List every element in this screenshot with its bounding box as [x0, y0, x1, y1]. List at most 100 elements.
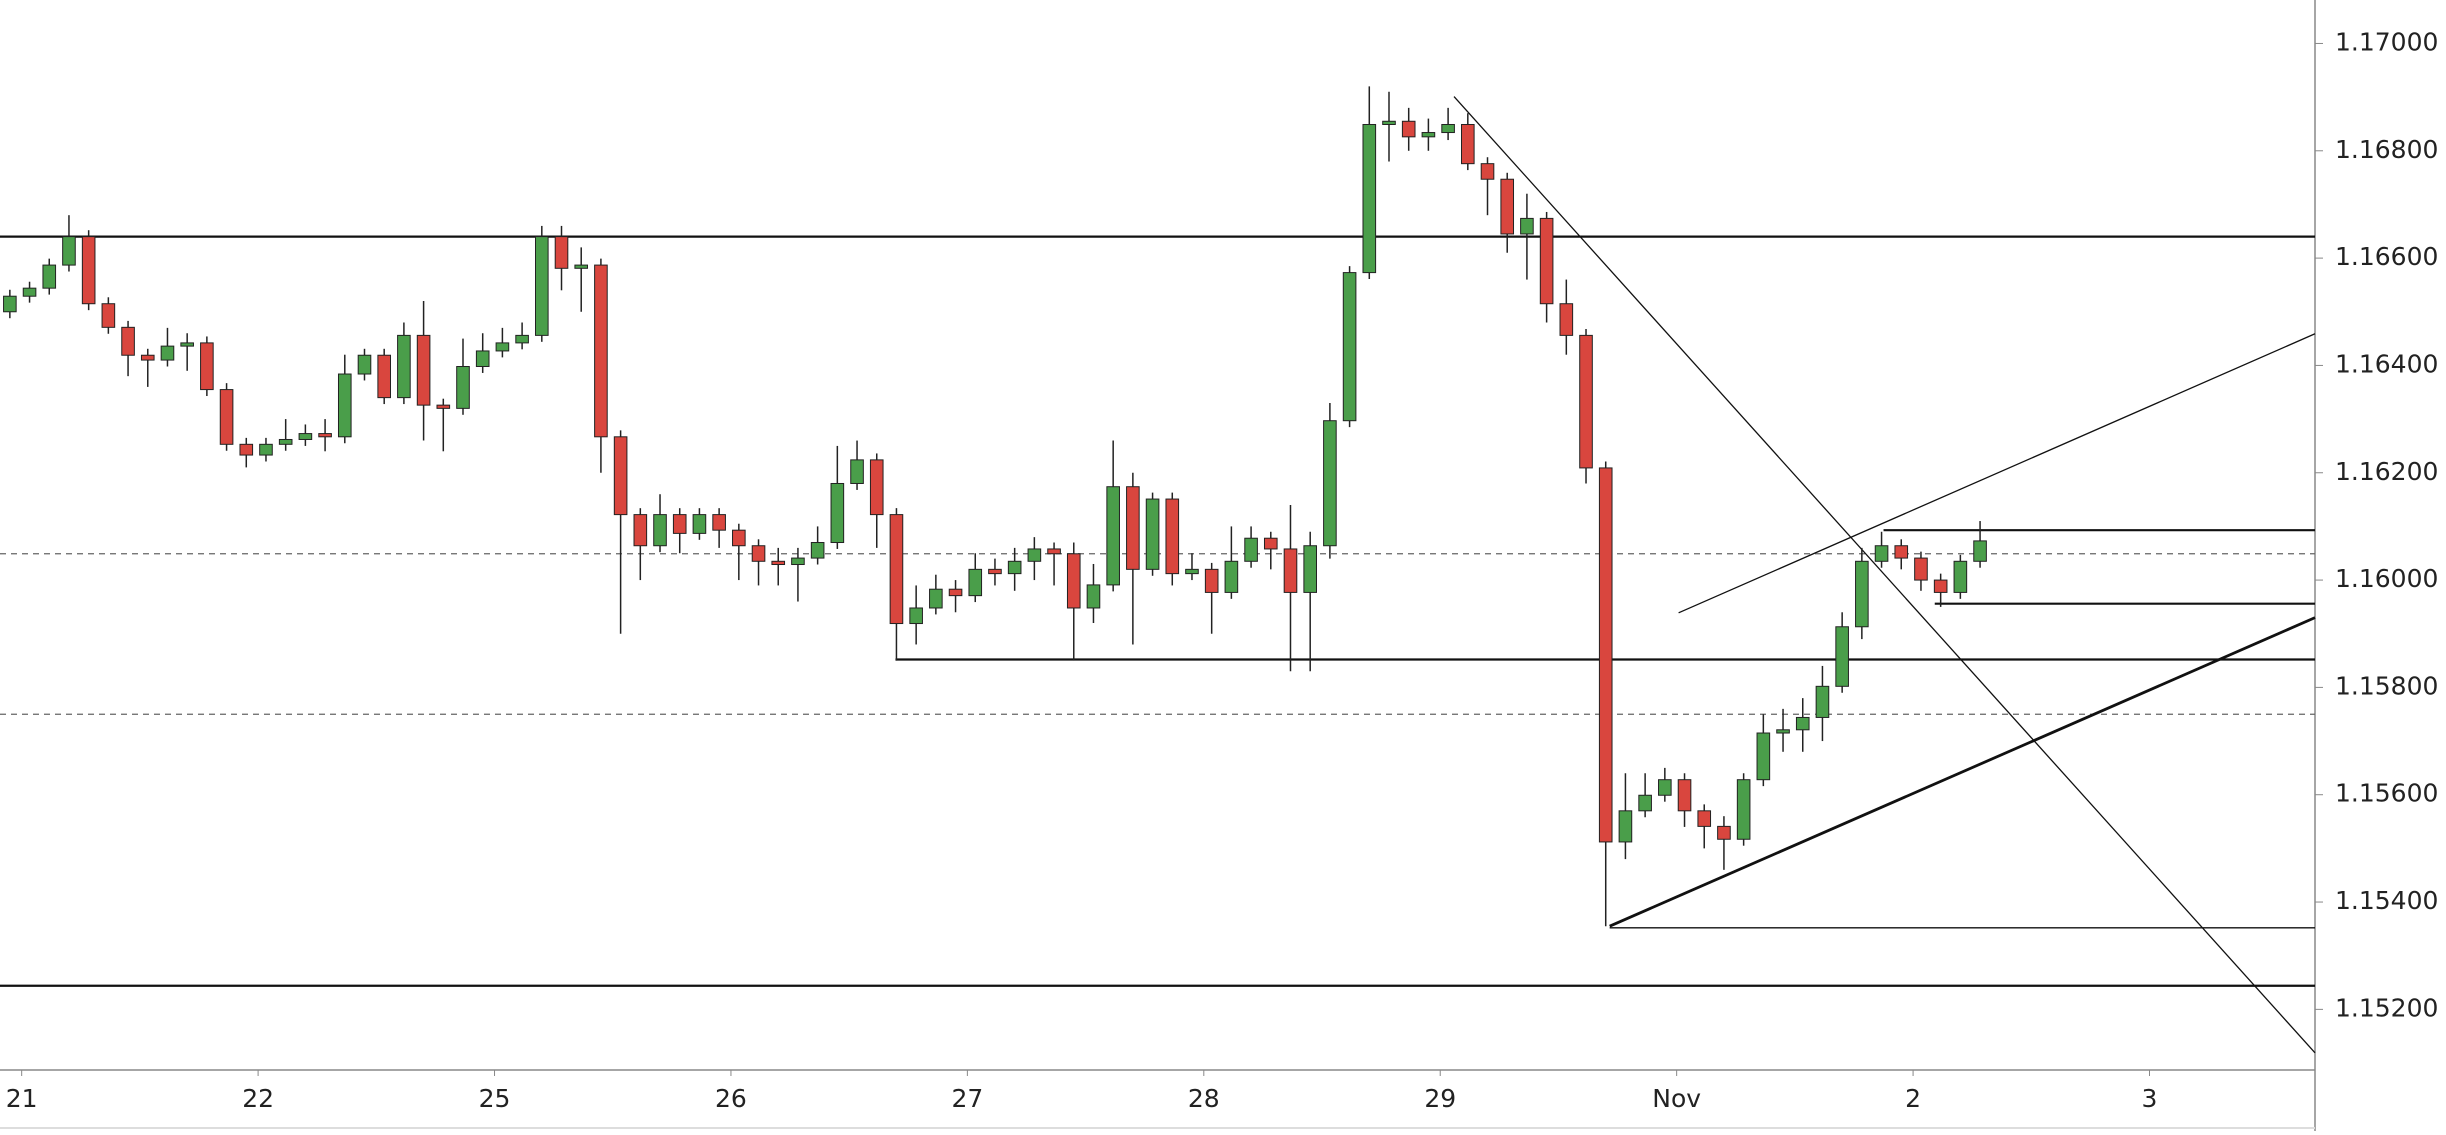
candle-body: [1303, 545, 1317, 593]
candle-body: [1283, 548, 1298, 593]
candle-body: [929, 588, 943, 609]
candle-body: [633, 514, 648, 547]
candle-body: [1086, 584, 1101, 609]
y-tick-label: 1.17000: [2335, 27, 2438, 56]
candle-body: [357, 354, 372, 375]
candle-body: [1736, 779, 1751, 840]
candle-body: [1461, 123, 1475, 165]
candle-body: [121, 326, 135, 356]
y-tick-label: 1.15600: [2335, 779, 2438, 808]
candle-body: [1815, 685, 1830, 718]
candle-body: [1598, 467, 1613, 843]
candle-body: [791, 557, 805, 566]
x-tick-label: 22: [242, 1084, 274, 1113]
candle-body: [140, 354, 155, 361]
candle-body: [613, 436, 628, 516]
x-tick-label: Nov: [1652, 1084, 1701, 1113]
y-tick-label: 1.15200: [2335, 993, 2438, 1022]
candle-body: [1953, 560, 1968, 593]
candle-body: [1874, 545, 1889, 562]
y-tick-label: 1.16600: [2335, 242, 2438, 271]
candle-body: [1401, 120, 1416, 138]
candle-body: [869, 459, 884, 516]
x-tick-label: 3: [2142, 1084, 2158, 1113]
candle-body: [554, 236, 569, 269]
x-tick-label: 26: [715, 1084, 747, 1113]
x-tick-label: 27: [951, 1084, 983, 1113]
candle-body: [732, 529, 746, 547]
candle-body: [594, 264, 608, 438]
candle-body: [1007, 560, 1022, 575]
candle-body: [692, 514, 707, 534]
candle-body: [850, 459, 864, 484]
candle-body: [672, 514, 687, 534]
candle-body: [1106, 486, 1120, 586]
candle-body: [1224, 560, 1239, 593]
candle-body: [416, 334, 431, 406]
candle-body: [1559, 303, 1574, 336]
candle-body: [574, 264, 589, 269]
candle-body: [337, 373, 352, 438]
candle-body: [771, 560, 786, 566]
candle-body: [456, 366, 470, 409]
candle-body: [1126, 486, 1140, 570]
y-tick-label: 1.16200: [2335, 457, 2438, 486]
x-tick-label: 29: [1424, 1084, 1456, 1113]
candle-body: [1165, 498, 1180, 575]
candle-body: [1776, 729, 1790, 734]
candle-body: [475, 350, 490, 368]
y-tick-label: 1.16800: [2335, 135, 2438, 164]
trend-line: [1678, 333, 2316, 614]
candle-body: [810, 542, 825, 559]
candle-body: [278, 438, 293, 445]
candle-body: [1185, 568, 1199, 575]
candle-body: [1973, 540, 1987, 562]
trend-line: [1453, 96, 2316, 1054]
candle-body: [968, 568, 983, 597]
y-tick-label: 1.16000: [2335, 564, 2438, 593]
candle-body: [180, 342, 194, 347]
candle-body: [653, 514, 667, 547]
candle-body: [830, 482, 845, 544]
candle-body: [1855, 560, 1869, 628]
candle-body: [1480, 163, 1495, 180]
candle-body: [1244, 537, 1258, 562]
candle-body: [259, 443, 273, 456]
candle-body: [1145, 498, 1160, 570]
candle-body: [436, 404, 451, 409]
candle-body: [515, 334, 529, 344]
candle-body: [1047, 548, 1061, 555]
candle-body: [1677, 779, 1692, 812]
candle-body: [751, 545, 766, 562]
candle-body: [1539, 217, 1554, 305]
candle-body: [1066, 553, 1081, 609]
candle-body: [397, 334, 411, 399]
candle-body: [1756, 732, 1771, 781]
candle-body: [219, 389, 234, 445]
candle-body: [1520, 217, 1534, 235]
candle-body: [1658, 779, 1672, 796]
y-tick-label: 1.16400: [2335, 349, 2438, 378]
candle-body: [22, 287, 37, 297]
candle-body: [1441, 123, 1455, 134]
candle-body: [1579, 334, 1593, 469]
candle-body: [160, 345, 175, 361]
candle-body: [377, 354, 391, 399]
candle-body: [1382, 120, 1396, 125]
candle-body: [1500, 178, 1515, 235]
candle-body: [1027, 548, 1042, 562]
x-tick-label: 25: [479, 1084, 511, 1113]
x-tick-label: 28: [1188, 1084, 1220, 1113]
candle-body: [1323, 420, 1337, 547]
candle-body: [535, 236, 549, 336]
candle-body: [298, 433, 313, 440]
candle-body: [42, 264, 57, 289]
candle-body: [101, 303, 116, 328]
candle-body: [1717, 825, 1731, 840]
candle-body: [909, 607, 923, 625]
candle-body: [81, 236, 96, 305]
x-tick-label: 21: [6, 1084, 38, 1113]
y-tick-label: 1.15800: [2335, 671, 2438, 700]
